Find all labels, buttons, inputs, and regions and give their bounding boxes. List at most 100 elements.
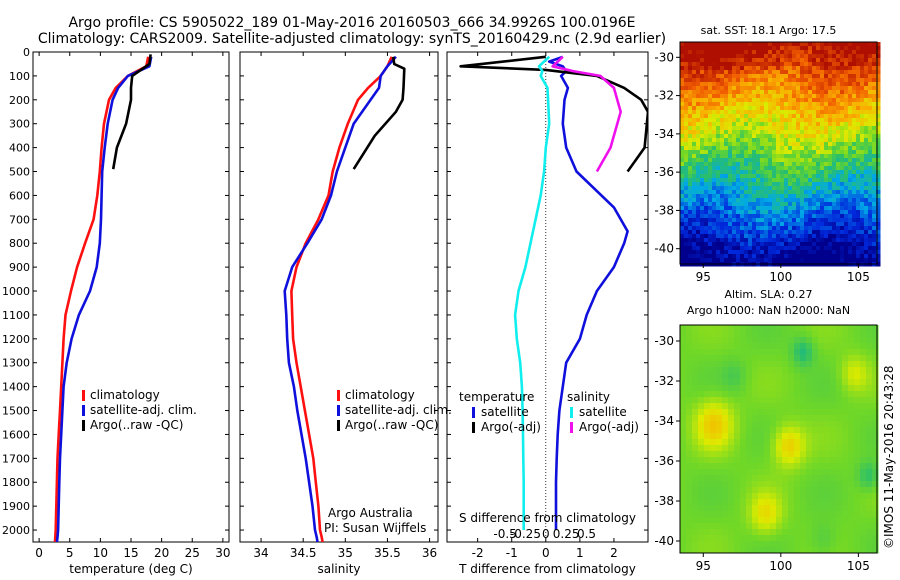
sla-heatmap-cell [794,397,801,404]
sla-heatmap-cell [818,415,825,422]
sla-heatmap-cell [836,427,843,434]
sst-heatmap-cell [720,238,725,243]
sst-heatmap-cell [680,190,685,195]
sst-heatmap-cell [688,186,693,191]
sst-heatmap-cell [688,178,693,183]
sst-heatmap-cell [840,258,845,263]
sla-heatmap-cell [848,325,855,332]
sla-heatmap-cell [698,337,705,344]
sst-heatmap-cell [868,58,873,63]
sla-heatmap-cell [704,475,711,482]
sst-heatmap-cell [764,186,769,191]
sst-heatmap-cell [796,198,801,203]
sst-heatmap-cell [812,214,817,219]
sla-heatmap-cell [692,337,699,344]
sla-heatmap-cell [872,439,879,446]
sst-heatmap-cell [764,234,769,239]
sst-heatmap-cell [708,126,713,131]
sst-heatmap-cell [712,242,717,247]
sst-heatmap-cell [692,150,697,155]
sla-heatmap-cell [836,457,843,464]
sla-heatmap-cell [746,547,753,554]
sst-heatmap-cell [828,178,833,183]
sst-heatmap-cell [752,242,757,247]
sla-heatmap-cell [716,517,723,524]
sla-heatmap-cell [866,511,873,518]
sst-heatmap-cell [808,254,813,259]
sst-heatmap-cell [824,246,829,251]
sla-heatmap-cell [866,349,873,356]
sst-heatmap-cell [712,126,717,131]
sst-heatmap-cell [740,134,745,139]
sst-heatmap-cell [752,50,757,55]
sst-heatmap-cell [772,138,777,143]
sst-heatmap-cell [856,174,861,179]
sst-heatmap-cell [752,214,757,219]
sst-heatmap-cell [688,210,693,215]
sla-heatmap-cell [734,493,741,500]
sst-heatmap-cell [696,186,701,191]
sst-heatmap-cell [816,58,821,63]
sst-heatmap-cell [868,138,873,143]
sst-heatmap-cell [764,246,769,251]
sla-heatmap-cell [770,511,777,518]
sst-heatmap-cell [808,82,813,87]
sst-heatmap-cell [872,74,877,79]
sla-heatmap-cell [746,469,753,476]
sst-heatmap-cell [756,42,761,47]
sst-heatmap-cell [808,134,813,139]
sla-heatmap-cell [818,421,825,428]
sst-heatmap-cell [788,58,793,63]
sla-heatmap-cell [836,481,843,488]
sst-heatmap-cell [760,246,765,251]
sst-heatmap-cell [700,186,705,191]
sla-heatmap-cell [806,409,813,416]
sst-heatmap-cell [832,214,837,219]
sst-heatmap-cell [860,50,865,55]
sst-heatmap-cell [852,250,857,255]
sst-heatmap-cell [696,126,701,131]
sst-heatmap-cell [804,230,809,235]
sst-heatmap-cell [744,198,749,203]
sst-heatmap-cell [692,86,697,91]
sst-heatmap-cell [780,102,785,107]
sst-heatmap-cell [824,190,829,195]
sst-heatmap-cell [840,66,845,71]
sst-heatmap-cell [712,50,717,55]
sla-heatmap-cell [866,541,873,548]
sst-heatmap-cell [748,82,753,87]
sst-heatmap-cell [852,154,857,159]
sst-heatmap-cell [788,154,793,159]
sst-heatmap-cell [756,186,761,191]
sst-heatmap-cell [712,158,717,163]
sst-heatmap-cell [860,222,865,227]
sst-heatmap-cell [876,54,881,59]
sla-heatmap-cell [698,427,705,434]
sst-heatmap-cell [832,162,837,167]
sst-heatmap-cell [768,78,773,83]
sst-heatmap-cell [732,126,737,131]
sla-heatmap-cell [698,361,705,368]
sst-heatmap-cell [724,54,729,59]
sla-heatmap-cell [836,349,843,356]
sst-heatmap-cell [860,90,865,95]
sst-heatmap-cell [680,66,685,71]
sst-heatmap-cell [816,102,821,107]
sst-heatmap-cell [848,74,853,79]
sst-heatmap-cell [872,178,877,183]
sst-heatmap-cell [852,238,857,243]
sst-heatmap-cell [680,234,685,239]
sst-heatmap-cell [756,170,761,175]
sst-heatmap-cell [816,70,821,75]
sst-heatmap-cell [704,182,709,187]
sst-heatmap-cell [856,178,861,183]
sst-heatmap-cell [780,154,785,159]
sst-heatmap-cell [824,74,829,79]
sst-heatmap-cell [704,138,709,143]
sst-heatmap-cell [724,210,729,215]
salinity-legend-swatch-0 [337,390,340,401]
sla-heatmap-cell [860,499,867,506]
sst-heatmap-cell [744,166,749,171]
sst-heatmap-cell [760,142,765,147]
sst-heatmap-cell [748,90,753,95]
